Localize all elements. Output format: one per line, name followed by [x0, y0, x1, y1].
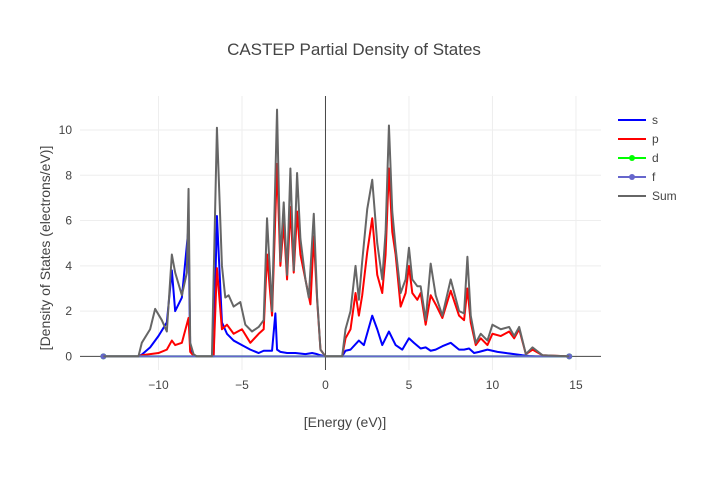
series-line-sum — [103, 108, 570, 358]
x-tick-label: 5 — [406, 378, 413, 392]
y-tick-label: 6 — [65, 214, 72, 228]
gridlines — [80, 96, 601, 370]
y-tick-labels: 0 2 4 6 8 10 — [59, 123, 73, 363]
y-axis-title: [Density of States (electrons/eV)] — [37, 146, 53, 351]
legend-label: s — [652, 113, 658, 127]
series-lines — [100, 108, 573, 360]
x-tick-label: −5 — [235, 378, 249, 392]
legend-item-f[interactable]: f — [618, 170, 656, 184]
legend-item-s[interactable]: s — [618, 113, 658, 127]
x-tick-label: 0 — [322, 378, 329, 392]
legend-label: d — [652, 151, 659, 165]
legend-label: p — [652, 132, 659, 146]
y-tick-label: 8 — [65, 168, 72, 182]
legend-item-p[interactable]: p — [618, 132, 659, 146]
x-axis-title: [Energy (eV)] — [304, 414, 386, 430]
legend-marker — [629, 174, 635, 180]
y-tick-label: 10 — [59, 123, 73, 137]
legend-label: f — [652, 170, 656, 184]
x-tick-label: 15 — [569, 378, 583, 392]
x-tick-labels: −10 −5 0 5 10 15 — [148, 378, 583, 392]
y-tick-label: 0 — [65, 349, 72, 363]
legend-marker — [629, 155, 635, 161]
y-tick-label: 4 — [65, 259, 72, 273]
x-tick-label: 10 — [486, 378, 500, 392]
chart-title: CASTEP Partial Density of States — [227, 40, 481, 59]
legend-label: Sum — [652, 189, 677, 203]
legend-item-sum[interactable]: Sum — [618, 189, 677, 203]
x-tick-label: −10 — [148, 378, 169, 392]
legend-item-d[interactable]: d — [618, 151, 659, 165]
y-tick-label: 2 — [65, 304, 72, 318]
series-marker-f — [100, 353, 107, 360]
series-marker-f — [566, 353, 573, 360]
